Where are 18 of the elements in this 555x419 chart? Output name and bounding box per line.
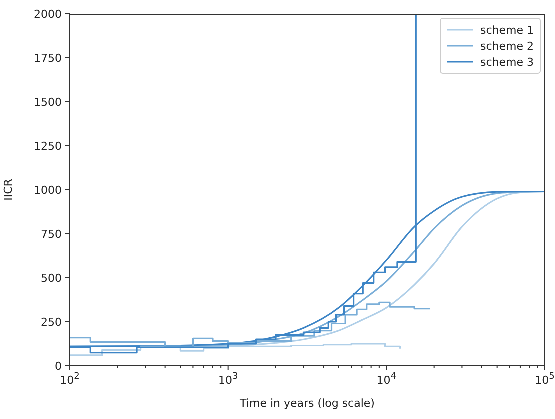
- x-tick-label: 10$^{3}$: [218, 372, 238, 387]
- x-tick-label: 10$^{2}$: [60, 372, 80, 387]
- legend-label: scheme 2: [480, 40, 534, 52]
- y-tick-label: 0: [55, 360, 62, 373]
- y-tick-label: 2000: [34, 8, 62, 21]
- y-tick-label: 500: [41, 272, 62, 285]
- y-tick-label: 1250: [34, 140, 62, 153]
- y-tick-label: 1750: [34, 52, 62, 65]
- y-axis-title: IICR: [2, 178, 15, 201]
- y-tick-label: 250: [41, 316, 62, 329]
- x-tick-label: 10$^{5}$: [535, 372, 555, 387]
- y-tick-label: 750: [41, 228, 62, 241]
- legend-label: scheme 3: [480, 56, 534, 68]
- legend-label: scheme 1: [480, 24, 534, 36]
- y-tick-label: 1000: [34, 184, 62, 197]
- x-tick-label: 10$^{4}$: [376, 372, 397, 387]
- y-tick-label: 1500: [34, 96, 62, 109]
- x-axis-title: Time in years (log scale): [239, 397, 375, 410]
